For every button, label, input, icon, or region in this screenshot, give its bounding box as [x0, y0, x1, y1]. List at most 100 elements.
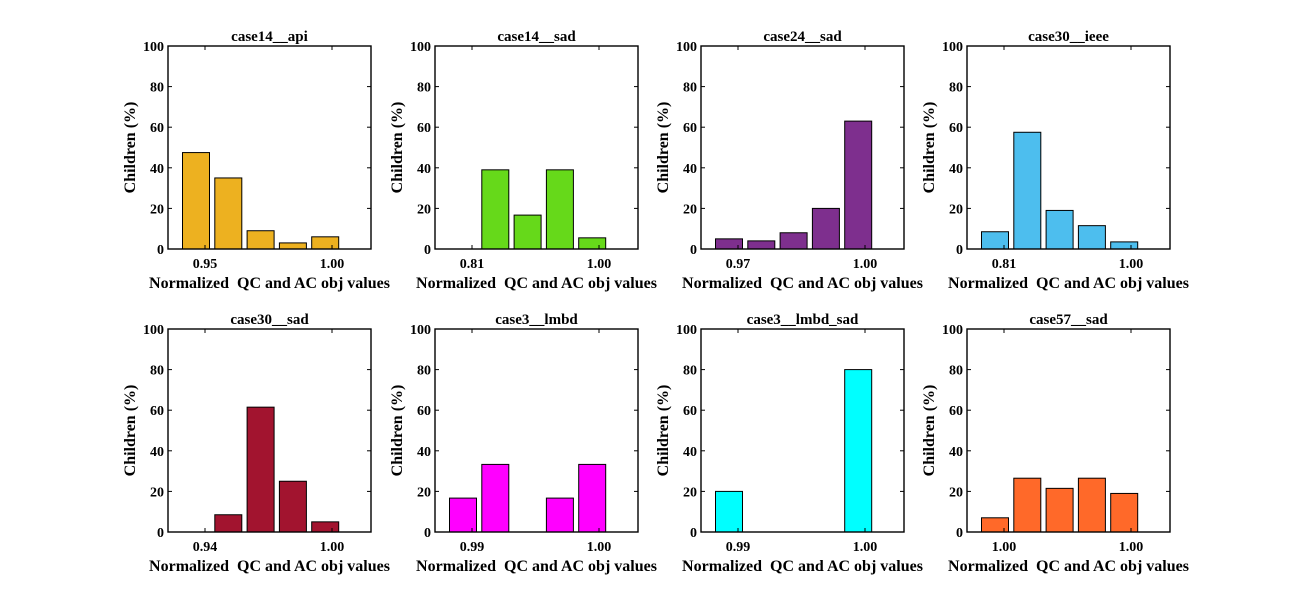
x-axis-label: Normalized QC and AC obj values — [682, 558, 923, 575]
y-tick-label: 100 — [143, 40, 164, 55]
y-tick-label: 60 — [417, 404, 431, 419]
y-tick-label: 40 — [949, 445, 963, 460]
plot-area — [700, 45, 905, 250]
x-tick-label: 0.94 — [193, 540, 218, 555]
y-axis-label: Children (%) — [389, 385, 406, 477]
chart-panel-2: case14__sad 0 20 40 60 80 100 0.81 1.00 Normalize… — [389, 29, 657, 292]
y-tick-label: 0 — [157, 526, 164, 541]
chart-title: case57__sad — [1029, 312, 1108, 328]
chart-title: case3__lmbd_sad — [747, 312, 859, 328]
plot-area — [700, 328, 905, 533]
bar — [1045, 209, 1074, 250]
y-tick-label: 0 — [690, 243, 697, 258]
bar — [513, 214, 542, 250]
y-tick-label: 20 — [683, 202, 697, 217]
y-tick-label: 100 — [942, 323, 963, 338]
y-tick-label: 0 — [424, 243, 431, 258]
x-tick-label: 0.81 — [460, 257, 485, 272]
chart-title: case24__sad — [763, 29, 842, 45]
chart-title: case3__lmbd — [495, 312, 578, 328]
plot-area — [167, 328, 372, 533]
x-tick-label: 1.00 — [587, 257, 612, 272]
y-tick-label: 0 — [690, 526, 697, 541]
y-tick-label: 40 — [417, 445, 431, 460]
y-tick-label: 40 — [683, 162, 697, 177]
x-tick-label: 1.00 — [853, 540, 878, 555]
y-tick-label: 80 — [150, 364, 164, 379]
chart-title: case30__ieee — [1028, 29, 1109, 45]
y-tick-label: 100 — [942, 40, 963, 55]
y-axis-label: Children (%) — [122, 102, 139, 194]
y-tick-label: 80 — [683, 81, 697, 96]
y-tick-label: 80 — [949, 81, 963, 96]
y-tick-label: 100 — [676, 40, 697, 55]
x-axis-label: Normalized QC and AC obj values — [416, 558, 657, 575]
x-axis-label: Normalized QC and AC obj values — [416, 275, 657, 292]
x-tick-label: 0.95 — [193, 257, 218, 272]
bar — [747, 240, 776, 250]
y-axis-label: Children (%) — [921, 102, 938, 194]
x-tick-label: 1.00 — [992, 540, 1017, 555]
plot-area — [167, 45, 372, 250]
x-tick-label: 0.99 — [726, 540, 751, 555]
y-tick-label: 20 — [417, 202, 431, 217]
y-tick-label: 0 — [157, 243, 164, 258]
x-axis-label: Normalized QC and AC obj values — [682, 275, 923, 292]
bar — [246, 406, 275, 533]
x-tick-label: 1.00 — [587, 540, 612, 555]
y-tick-label: 80 — [949, 364, 963, 379]
bar — [1110, 492, 1139, 533]
y-tick-label: 60 — [949, 404, 963, 419]
bar — [811, 207, 840, 250]
y-axis-label: Children (%) — [655, 385, 672, 477]
bar — [545, 169, 574, 250]
bar — [545, 497, 574, 533]
bar — [246, 230, 275, 250]
y-tick-label: 60 — [417, 121, 431, 136]
y-tick-label: 80 — [150, 81, 164, 96]
x-axis-label: Normalized QC and AC obj values — [149, 558, 390, 575]
bar — [278, 480, 307, 533]
bar — [449, 497, 477, 533]
bar — [779, 232, 808, 250]
x-tick-label: 1.00 — [1119, 257, 1144, 272]
bar — [1013, 131, 1042, 250]
y-tick-label: 100 — [410, 323, 431, 338]
bar — [1110, 241, 1139, 250]
x-tick-label: 1.00 — [320, 540, 345, 555]
plot-area — [966, 328, 1171, 533]
x-axis-label: Normalized QC and AC obj values — [149, 275, 390, 292]
chart-panel-6: case3__lmbd 0 20 40 60 80 100 0.99 1.00 Normalize… — [389, 312, 657, 575]
plot-area — [434, 45, 639, 250]
y-tick-label: 20 — [150, 202, 164, 217]
y-tick-label: 20 — [683, 485, 697, 500]
y-axis-label: Children (%) — [122, 385, 139, 477]
y-tick-label: 20 — [949, 202, 963, 217]
y-axis-label: Children (%) — [921, 385, 938, 477]
bar — [278, 242, 307, 250]
y-tick-label: 40 — [683, 445, 697, 460]
y-tick-label: 60 — [683, 121, 697, 136]
y-tick-label: 100 — [410, 40, 431, 55]
y-tick-label: 40 — [150, 162, 164, 177]
bar — [1045, 487, 1074, 533]
x-tick-label: 0.97 — [726, 257, 751, 272]
x-tick-label: 1.00 — [853, 257, 878, 272]
y-tick-label: 100 — [676, 323, 697, 338]
bar — [844, 369, 873, 533]
y-tick-label: 80 — [683, 364, 697, 379]
x-axis-label: Normalized QC and AC obj values — [948, 558, 1189, 575]
bar — [214, 177, 243, 250]
y-tick-label: 60 — [150, 404, 164, 419]
chart-panel-5: case30__sad 0 20 40 60 80 100 0.94 1.00 Normalize… — [122, 312, 390, 575]
y-tick-label: 0 — [956, 243, 963, 258]
x-tick-label: 0.99 — [460, 540, 485, 555]
bar — [1077, 225, 1106, 250]
y-tick-label: 40 — [949, 162, 963, 177]
chart-title: case14__sad — [497, 29, 576, 45]
y-axis-label: Children (%) — [655, 102, 672, 194]
bar — [311, 521, 340, 533]
bar — [1013, 477, 1042, 533]
bar — [311, 236, 340, 250]
